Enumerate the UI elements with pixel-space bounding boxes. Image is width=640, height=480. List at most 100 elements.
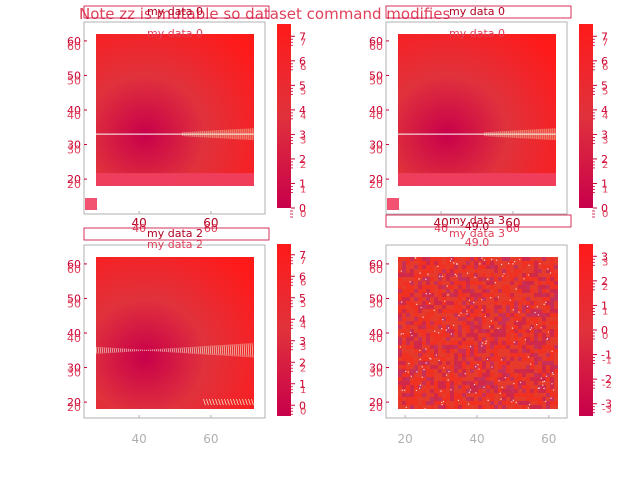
heatmap-cell bbox=[454, 361, 458, 365]
heatmap-cell bbox=[498, 385, 502, 389]
heatmap-cell bbox=[462, 397, 466, 401]
heatmap-cell bbox=[498, 297, 502, 301]
heatmap-cell bbox=[514, 373, 518, 377]
heatmap-cell bbox=[422, 325, 426, 329]
heatmap-cell bbox=[506, 393, 510, 397]
heatmap-cell bbox=[410, 257, 414, 261]
heatmap-cell bbox=[510, 373, 514, 377]
heatmap-cell bbox=[426, 269, 430, 273]
heatmap-cell bbox=[414, 341, 418, 345]
heatmap-cell bbox=[502, 393, 506, 397]
heatmap-cell bbox=[446, 393, 450, 397]
heatmap-cell bbox=[486, 293, 490, 297]
y-tick-label-echo: 60 bbox=[369, 40, 383, 53]
heatmap-cell bbox=[466, 269, 470, 273]
heatmap-cell bbox=[502, 293, 506, 297]
noise-speck bbox=[479, 263, 481, 265]
heatmap-cell bbox=[482, 353, 486, 357]
heatmap-cell bbox=[446, 349, 450, 353]
heatmap-cell bbox=[466, 377, 470, 381]
contour-tick bbox=[249, 343, 252, 358]
heatmap-cell bbox=[442, 357, 446, 361]
colorbar-tick-label: 4 bbox=[601, 104, 608, 117]
heatmap-cell bbox=[482, 261, 486, 265]
noise-speck bbox=[519, 258, 521, 261]
colorbar-tick-label-echo: 1 bbox=[300, 385, 306, 396]
heatmap-cell bbox=[402, 405, 406, 409]
heatmap-cell bbox=[446, 281, 450, 285]
heatmap-cell bbox=[530, 353, 534, 357]
heatmap-cell bbox=[490, 313, 494, 317]
heatmap-cell bbox=[450, 305, 454, 309]
heatmap-cell bbox=[446, 317, 450, 321]
heatmap-cell bbox=[410, 305, 414, 309]
heatmap-cell bbox=[554, 273, 558, 277]
heatmap-cell bbox=[486, 385, 490, 389]
heatmap-cell bbox=[422, 321, 426, 325]
noise-speck bbox=[529, 328, 531, 331]
heatmap-cell bbox=[398, 329, 402, 333]
heatmap-cell bbox=[402, 281, 406, 285]
noise-speck bbox=[497, 296, 499, 298]
heatmap-cell bbox=[490, 309, 494, 313]
heatmap-cell bbox=[450, 341, 454, 345]
y-tick-label: 20 bbox=[369, 396, 383, 409]
heatmap-cell bbox=[482, 321, 486, 325]
heatmap-cell bbox=[466, 301, 470, 305]
y-tick-label-echo: 30 bbox=[369, 144, 383, 157]
heatmap-cell bbox=[474, 353, 478, 357]
heatmap-cell bbox=[486, 261, 490, 265]
heatmap-cell bbox=[538, 333, 542, 337]
heatmap-cell bbox=[486, 405, 490, 409]
heatmap-cell bbox=[522, 309, 526, 313]
heatmap-cell bbox=[490, 405, 494, 409]
heatmap-cell bbox=[450, 405, 454, 409]
heatmap-cell bbox=[498, 345, 502, 349]
heatmap-cell bbox=[474, 261, 478, 265]
colorbar-tick-label-echo: 4 bbox=[300, 111, 306, 122]
heatmap-cell bbox=[482, 285, 486, 289]
heatmap-cell bbox=[430, 405, 434, 409]
heatmap-cell bbox=[526, 321, 530, 325]
contour-tick bbox=[125, 348, 128, 352]
heatmap-cell bbox=[454, 377, 458, 381]
heatmap-cell bbox=[542, 257, 546, 261]
heatmap-cell bbox=[486, 397, 490, 401]
colorbar-tick-label-echo: 7 bbox=[300, 37, 306, 48]
heatmap-cell bbox=[474, 269, 478, 273]
noise-speck bbox=[499, 392, 501, 394]
heatmap-cell bbox=[478, 277, 482, 281]
heatmap-cell bbox=[446, 337, 450, 341]
heatmap-cell bbox=[506, 261, 510, 265]
heatmap-cell bbox=[462, 345, 466, 349]
heatmap-cell bbox=[554, 369, 558, 373]
heatmap-cell bbox=[518, 293, 522, 297]
heatmap-cell bbox=[454, 401, 458, 405]
heatmap-cell bbox=[526, 325, 530, 329]
heatmap-cell bbox=[430, 333, 434, 337]
heatmap-cell bbox=[434, 337, 438, 341]
heatmap-cell bbox=[474, 357, 478, 361]
heatmap-cell bbox=[482, 301, 486, 305]
noise-speck bbox=[552, 373, 554, 375]
heatmap-cell bbox=[466, 321, 470, 325]
heatmap-cell bbox=[506, 333, 510, 337]
heatmap-cell bbox=[494, 381, 498, 385]
noise-speck bbox=[538, 314, 540, 316]
heatmap-cell bbox=[498, 341, 502, 345]
noise-speck bbox=[446, 285, 448, 287]
heatmap-cell bbox=[442, 389, 446, 393]
heatmap-cell bbox=[542, 269, 546, 273]
heatmap-cell bbox=[518, 281, 522, 285]
heatmap-cell bbox=[474, 293, 478, 297]
heatmap-cell bbox=[406, 401, 410, 405]
heatmap-cell bbox=[538, 361, 542, 365]
heatmap-cell bbox=[406, 357, 410, 361]
heatmap-cell bbox=[474, 305, 478, 309]
heatmap-cell bbox=[494, 273, 498, 277]
y-tick-label: 50 bbox=[369, 292, 383, 305]
heatmap-cell bbox=[450, 281, 454, 285]
heatmap-cell bbox=[518, 265, 522, 269]
contour-tick bbox=[127, 348, 130, 352]
heatmap-cell bbox=[398, 261, 402, 265]
